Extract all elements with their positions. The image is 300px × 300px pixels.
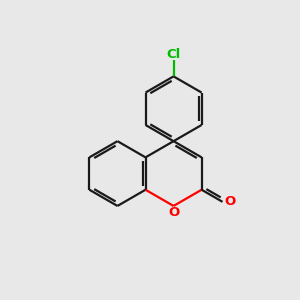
Text: O: O — [168, 206, 179, 219]
Text: Cl: Cl — [167, 48, 181, 62]
Text: O: O — [224, 195, 236, 208]
